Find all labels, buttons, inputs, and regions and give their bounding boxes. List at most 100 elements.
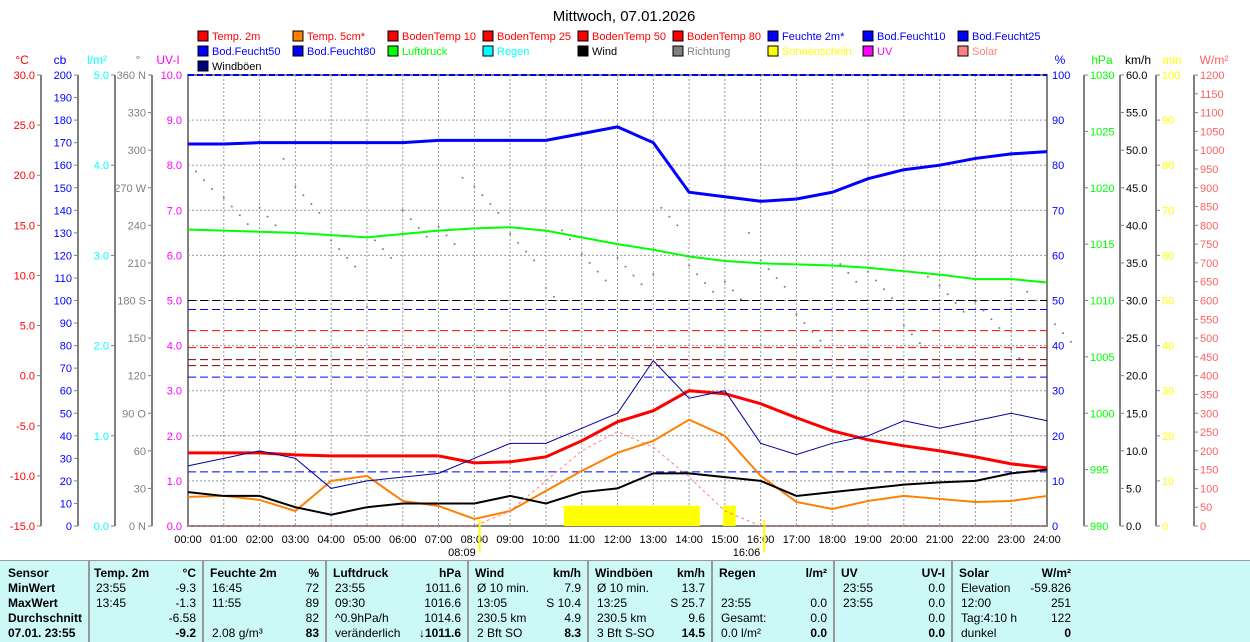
row-label: MinWert	[8, 581, 56, 595]
axis-tick-label: 270 W	[114, 183, 146, 195]
table-column: Solar W/m² Elevation -59.826 12:00 251 Tag:…	[953, 561, 1077, 642]
axis-unit: hPa	[1091, 53, 1113, 67]
legend-label: Windböen	[212, 61, 262, 73]
cell-label: 12:00	[961, 596, 992, 610]
axis-tick-label: 300	[1200, 408, 1218, 420]
direction-point	[688, 264, 691, 267]
column-unit: km/h	[676, 566, 705, 580]
cell-label: 13:45	[96, 596, 127, 610]
legend-swatch	[862, 45, 874, 57]
axis-tick-label: 550	[1200, 314, 1218, 326]
direction-point	[811, 330, 814, 333]
axis-tick-label: 1200	[1200, 70, 1224, 82]
axis-tick-label: 80	[1052, 160, 1064, 172]
legend-label: UV	[877, 46, 893, 58]
direction-point	[302, 194, 305, 197]
axis-tick-label: 140	[54, 205, 72, 217]
legend-swatch	[862, 30, 874, 42]
axis-unit: km/h	[1125, 53, 1151, 67]
direction-point	[795, 313, 798, 316]
axis-tick-label: 600	[1200, 296, 1218, 308]
direction-point	[246, 223, 249, 226]
legend-swatch	[957, 45, 969, 57]
cell-label: Ø 10 min.	[597, 581, 650, 595]
axis-tick-label: 15.0	[1126, 408, 1147, 420]
x-tick-label: 19:00	[854, 534, 882, 546]
direction-point	[891, 296, 894, 299]
axis-tick-label: 10.0	[1126, 446, 1147, 458]
legend-swatch	[577, 30, 589, 42]
x-tick-label: 08:00	[461, 534, 489, 546]
axis-tick-label: 990	[1090, 521, 1108, 533]
direction-point	[604, 279, 607, 282]
axis-tick-label: 180 S	[117, 296, 146, 308]
direction-point	[624, 265, 627, 268]
cell-label: 13:25	[597, 596, 628, 610]
axis-tick-label: 0.0	[94, 521, 109, 533]
axis-tick-label: 500	[1200, 333, 1218, 345]
axis-tick-label: 20.0	[1126, 371, 1147, 383]
direction-point	[338, 248, 341, 251]
axis-tick-label: 210	[128, 258, 146, 270]
axis-tick-label: 1015	[1090, 239, 1114, 251]
axis-tick-label: 30	[1052, 386, 1064, 398]
row-label: Durchschnitt	[8, 611, 83, 625]
cell-value: ↓1011.6	[418, 626, 461, 640]
direction-point	[525, 250, 528, 253]
column-header: Windböen	[595, 566, 653, 580]
cell-label: 16:45	[212, 581, 243, 595]
direction-point	[668, 215, 671, 218]
x-tick-label: 21:00	[926, 534, 954, 546]
cell-label: Elevation	[961, 581, 1011, 595]
direction-point	[373, 239, 376, 242]
axis-unit: cb	[54, 53, 67, 67]
direction-point	[445, 234, 448, 237]
axis-tick-label: 170	[54, 138, 72, 150]
axis-tick-label: 300	[128, 145, 146, 157]
direction-point	[238, 214, 241, 217]
direction-point	[437, 225, 440, 228]
direction-point	[274, 224, 277, 227]
legend-swatch	[767, 45, 779, 57]
axis-tick-label: 90 O	[122, 408, 146, 420]
direction-point	[926, 275, 929, 278]
direction-point	[461, 176, 464, 179]
axis-tick-label: 330	[128, 108, 146, 120]
axis-unit: min	[1162, 53, 1181, 67]
cell-label: 230.5 km	[597, 611, 647, 625]
axis-tick-label: 350	[1200, 389, 1218, 401]
cell-label: 2 Bft SO	[477, 626, 523, 640]
direction-point	[875, 279, 878, 282]
direction-point	[473, 185, 476, 188]
axis-tick-label: 850	[1200, 202, 1218, 214]
axis-tick-label: 450	[1200, 352, 1218, 364]
cell-value: S 10.4	[546, 596, 581, 610]
x-tick-label: 09:00	[496, 534, 524, 546]
direction-point	[489, 203, 492, 206]
axis-tick-label: 0	[66, 521, 72, 533]
x-tick-label: 23:00	[997, 534, 1025, 546]
axis-tick-label: 7.0	[167, 205, 182, 217]
direction-point	[867, 270, 870, 273]
series-line-luftdruck	[187, 226, 1048, 284]
direction-point	[1018, 357, 1021, 360]
direction-point	[974, 300, 977, 303]
axis-tick-label: 6.0	[167, 250, 182, 262]
legend-label: Luftdruck	[402, 46, 448, 58]
direction-point	[509, 233, 512, 236]
series-line-feuchte-2m-	[188, 125, 1048, 203]
direction-point	[632, 274, 635, 277]
axis-tick-label: 15.0	[14, 220, 35, 232]
axis-tick-label: 50	[60, 408, 72, 420]
axis-tick-label: 80	[1162, 160, 1174, 172]
series-line-windb-en	[187, 359, 1048, 489]
cell-label: 2.08 g/m³	[212, 626, 263, 640]
x-tick-label: 15:00	[711, 534, 739, 546]
direction-point	[1026, 290, 1029, 293]
legend-swatch	[197, 60, 209, 72]
legend-swatch	[197, 45, 209, 57]
direction-point	[640, 283, 643, 286]
direction-point	[481, 194, 484, 197]
direction-point	[294, 185, 297, 188]
x-tick-label: 20:00	[890, 534, 918, 546]
